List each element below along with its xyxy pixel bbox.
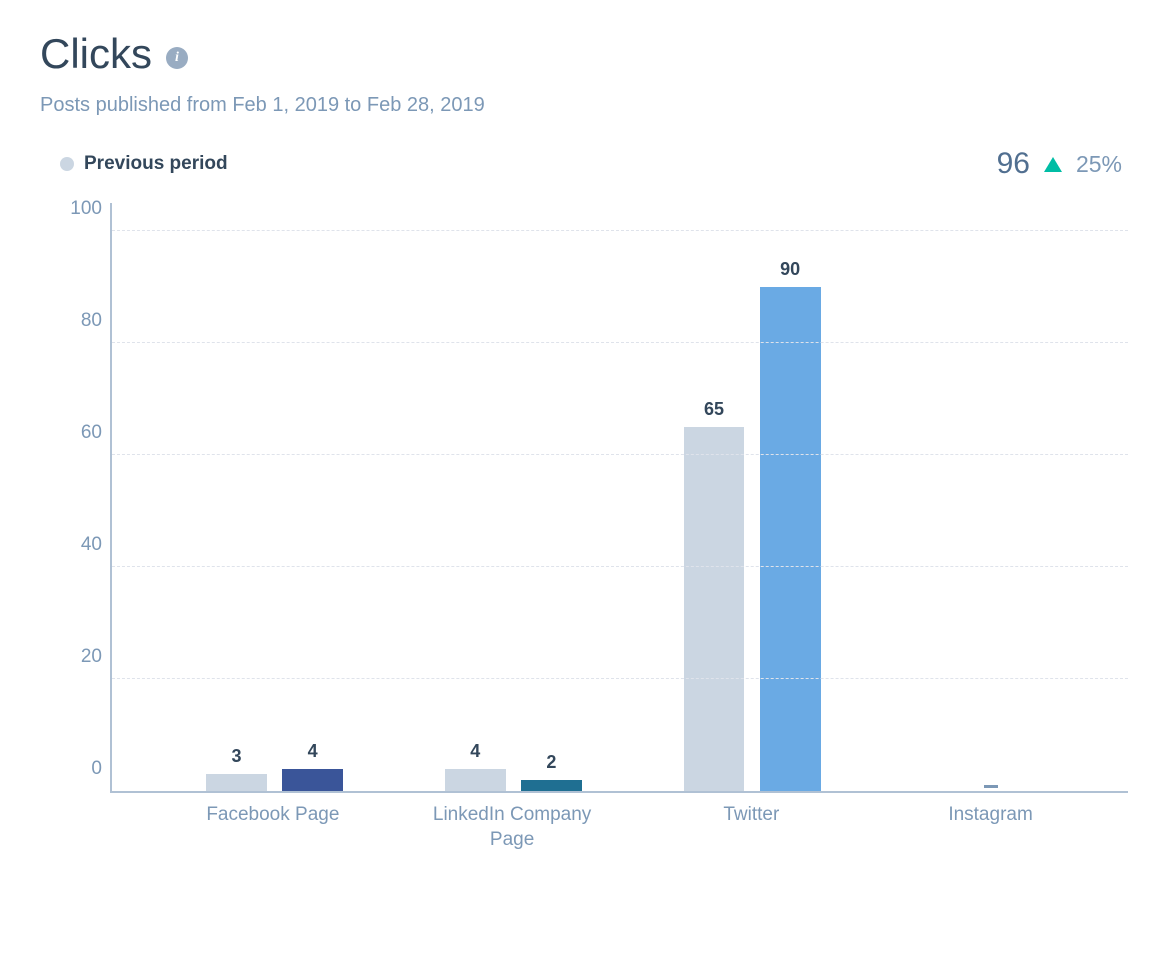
- title-row: Clicks i: [40, 30, 1128, 78]
- chart: 34426590 020406080100 Facebook PageLinke…: [40, 203, 1128, 853]
- chart-bar-value-label: 2: [521, 752, 582, 773]
- chart-null-marker: [984, 785, 998, 788]
- legend-dot-icon: [60, 157, 74, 171]
- chart-bar-value-label: 65: [684, 399, 745, 420]
- chart-gridline: [112, 454, 1128, 455]
- clicks-panel: Clicks i Posts published from Feb 1, 201…: [0, 0, 1168, 893]
- chart-gridline: [112, 566, 1128, 567]
- chart-y-tick-label: 40: [62, 534, 102, 556]
- chart-y-tick-label: 80: [62, 310, 102, 332]
- chart-x-tick-label: LinkedIn CompanyPage: [395, 803, 629, 852]
- chart-bars-layer: 34426590: [112, 203, 1128, 791]
- chart-bar[interactable]: 3: [206, 774, 267, 791]
- chart-gridline: [112, 342, 1128, 343]
- chart-bar-value-label: 4: [282, 741, 343, 762]
- chart-gridline: [112, 678, 1128, 679]
- summary-change-pct: 25%: [1076, 151, 1122, 178]
- chart-bar[interactable]: 2: [521, 780, 582, 791]
- chart-y-tick-label: 60: [62, 422, 102, 444]
- chart-y-tick-label: 20: [62, 646, 102, 668]
- summary-value: 96: [997, 147, 1030, 181]
- chart-bar[interactable]: 65: [684, 427, 745, 791]
- chart-bar[interactable]: 4: [282, 769, 343, 791]
- chart-bar-value-label: 90: [760, 259, 821, 280]
- chart-y-tick-label: 0: [62, 758, 102, 780]
- chart-x-tick-label: Facebook Page: [161, 803, 385, 828]
- chart-y-tick-label: 100: [62, 198, 102, 220]
- chart-bar-value-label: 4: [445, 741, 506, 762]
- trend-up-icon: [1044, 157, 1062, 172]
- panel-title: Clicks: [40, 30, 152, 78]
- summary: 96 25%: [997, 147, 1122, 181]
- legend[interactable]: Previous period: [60, 153, 228, 175]
- chart-bar[interactable]: 4: [445, 769, 506, 791]
- meta-row: Previous period 96 25%: [40, 147, 1128, 181]
- chart-bar[interactable]: 90: [760, 287, 821, 791]
- info-icon[interactable]: i: [166, 47, 188, 69]
- chart-plot-area: 34426590 020406080100: [110, 203, 1128, 793]
- legend-label: Previous period: [84, 153, 228, 175]
- panel-subtitle: Posts published from Feb 1, 2019 to Feb …: [40, 94, 1128, 117]
- chart-x-tick-label: Instagram: [879, 803, 1103, 828]
- chart-x-tick-label: Twitter: [639, 803, 863, 828]
- chart-gridline: [112, 230, 1128, 231]
- chart-bar-value-label: 3: [206, 746, 267, 767]
- chart-x-axis: Facebook Page LinkedIn CompanyPage Twitter…: [110, 793, 1128, 853]
